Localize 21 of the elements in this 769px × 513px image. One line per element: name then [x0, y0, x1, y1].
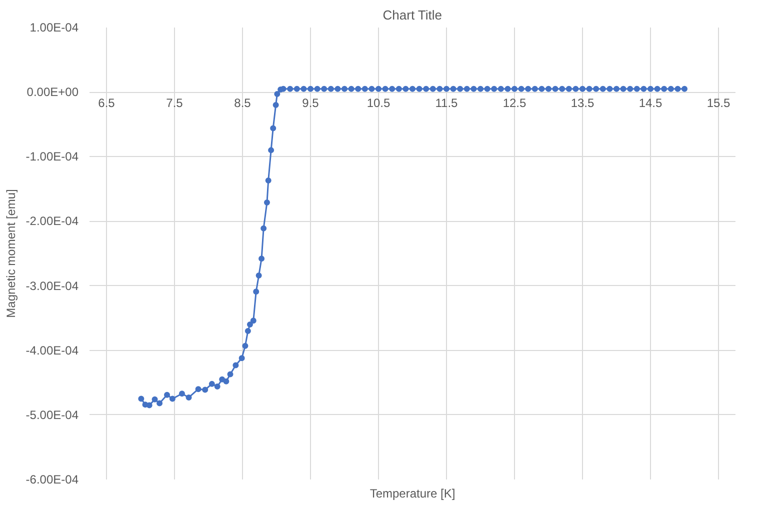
y-tick-label: -2.00E-04 — [26, 214, 79, 228]
x-tick-label: 11.5 — [435, 96, 458, 110]
y-tick-label: -6.00E-04 — [26, 472, 79, 486]
y-tick-label: 0.00E+00 — [26, 85, 79, 100]
x-tick-label: 12.5 — [502, 96, 527, 110]
y-tick-label: -3.00E-04 — [26, 278, 79, 293]
x-tick-label: 6.5 — [98, 96, 116, 110]
y-tick-label: 1.00E-04 — [30, 20, 79, 34]
x-axis-title: Temperature [K] — [370, 486, 456, 500]
x-tick-label: 10.5 — [366, 96, 391, 110]
y-axis-title: Magnetic moment [emu] — [4, 189, 18, 318]
y-tick-label: -5.00E-04 — [26, 408, 79, 422]
x-tick-label: 14.5 — [638, 96, 663, 110]
x-tick-label: 8.5 — [234, 96, 252, 110]
x-tick-label: 15.5 — [706, 96, 731, 110]
x-tick-label: 7.5 — [166, 96, 184, 110]
x-tick-label: 9.5 — [302, 96, 320, 110]
x-tick-label: 13.5 — [570, 96, 595, 110]
y-tick-label: -1.00E-04 — [26, 150, 79, 164]
y-tick-label: -4.00E-04 — [26, 343, 79, 358]
chart-title: Chart Title — [382, 8, 442, 22]
